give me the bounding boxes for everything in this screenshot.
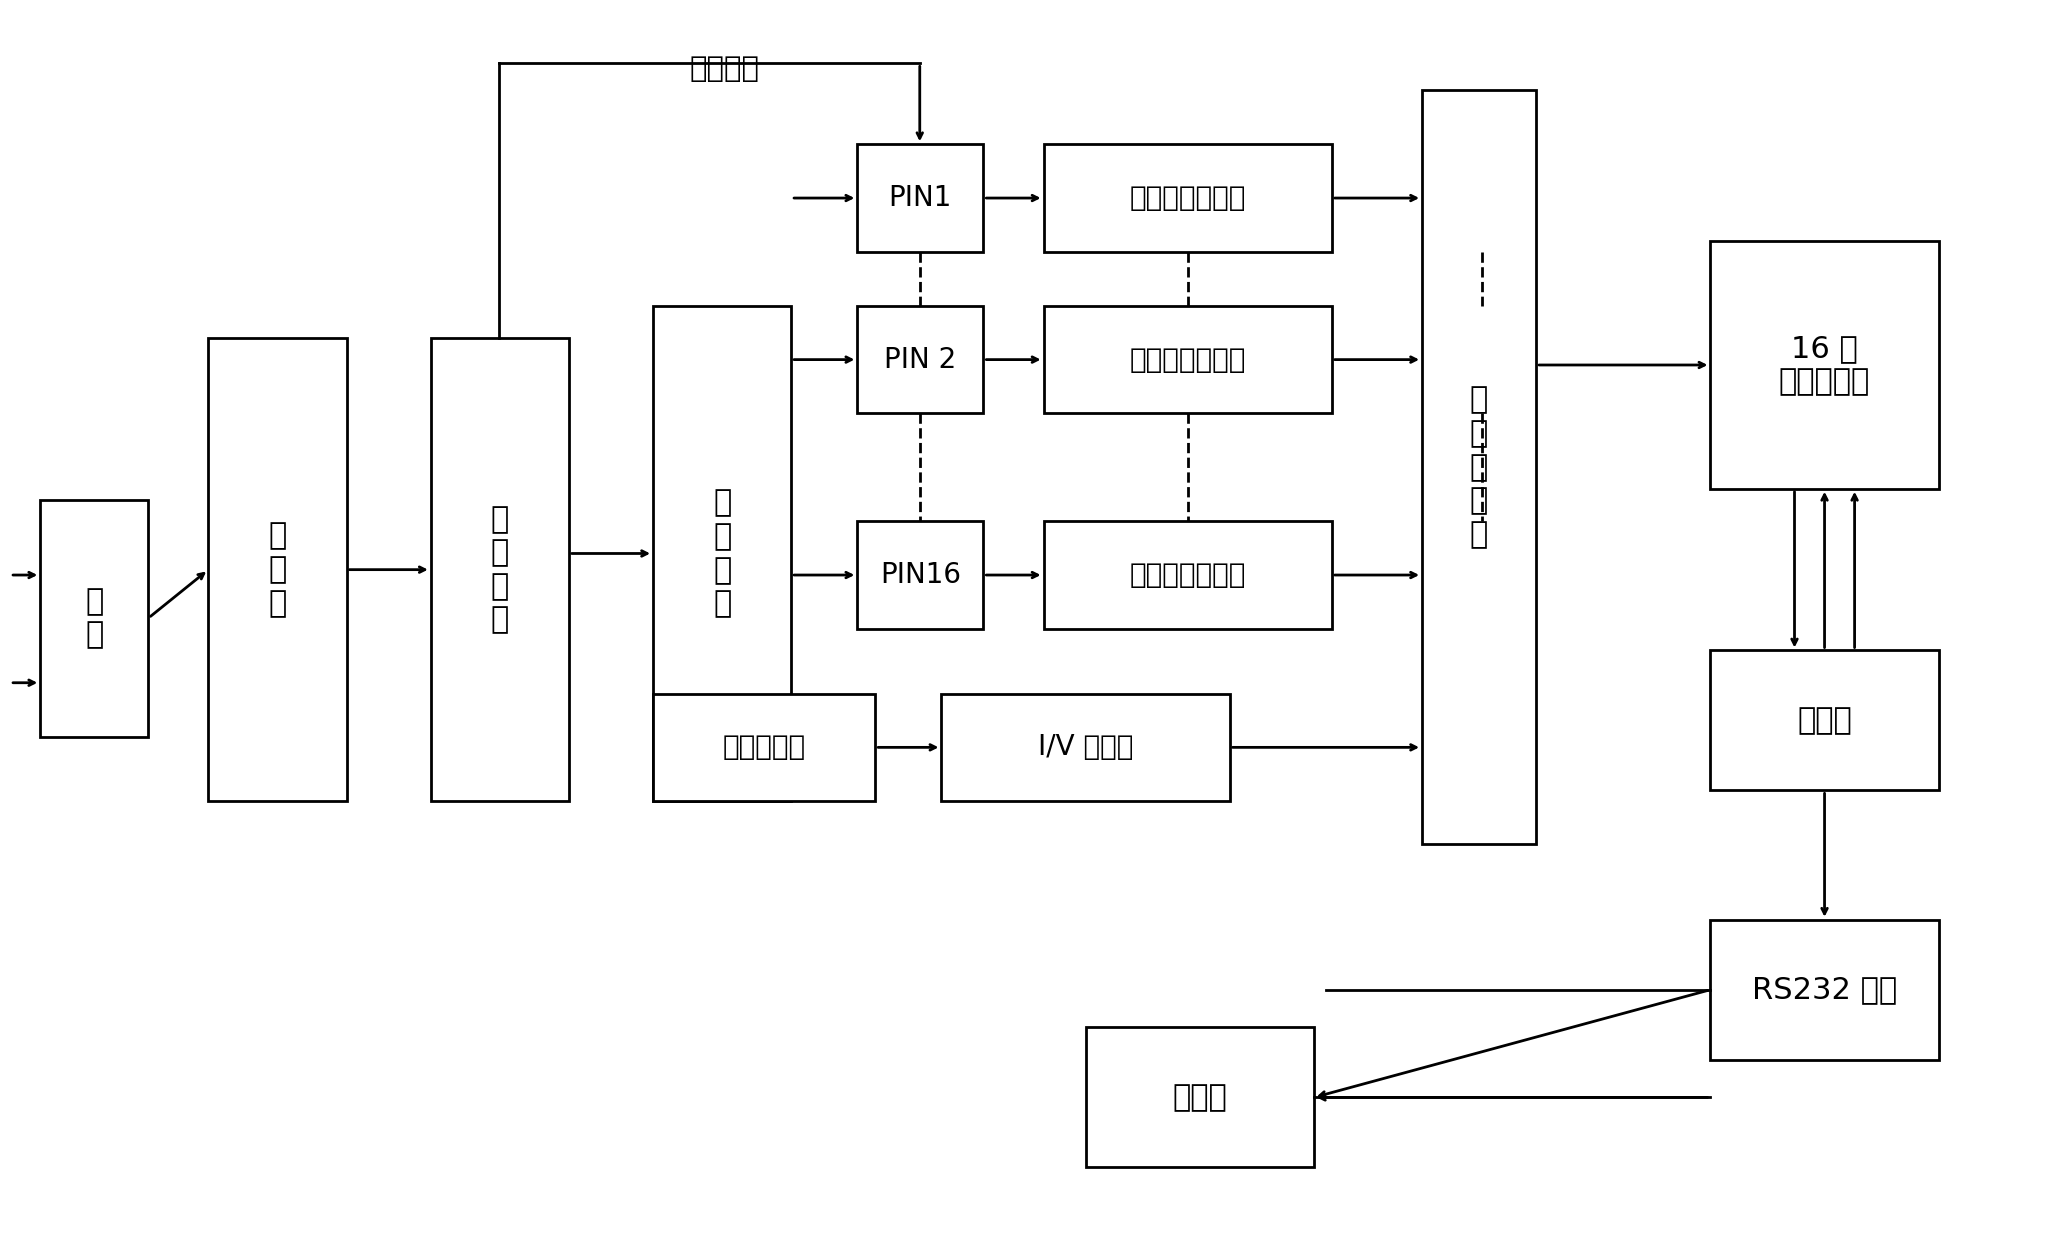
Bar (1085, 1028, 1315, 1167)
Text: 单片机: 单片机 (1797, 706, 1852, 734)
Text: PIN 2: PIN 2 (884, 345, 956, 374)
Bar (431, 338, 568, 802)
Text: 16 位
模数变换器: 16 位 模数变换器 (1778, 334, 1871, 397)
Bar (1044, 306, 1331, 414)
Bar (1711, 241, 1938, 489)
Text: 光
开
关: 光 开 关 (269, 521, 287, 617)
Text: PIN1: PIN1 (888, 185, 952, 212)
Text: 电
子
开
关
组: 电 子 开 关 组 (1471, 385, 1489, 549)
Text: I/V 变换器: I/V 变换器 (1038, 733, 1134, 762)
Bar (652, 693, 876, 802)
Text: PIN16: PIN16 (880, 561, 960, 589)
Text: 光
耦
合
器: 光 耦 合 器 (490, 505, 509, 635)
Text: 跨阻抗控放大器: 跨阻抗控放大器 (1130, 185, 1245, 212)
Text: 温度传感器: 温度传感器 (722, 733, 806, 762)
Bar (41, 500, 148, 737)
Bar (857, 306, 982, 414)
Bar (941, 693, 1231, 802)
Text: 计算机: 计算机 (1173, 1082, 1226, 1112)
Bar (1044, 521, 1331, 628)
Bar (1711, 920, 1938, 1060)
Bar (1044, 145, 1331, 252)
Text: RS232 接口: RS232 接口 (1752, 975, 1897, 1004)
Bar (857, 145, 982, 252)
Text: 参考光路: 参考光路 (689, 55, 759, 82)
Text: 待
测
样
品: 待 测 样 品 (714, 489, 732, 619)
Bar (1421, 90, 1536, 844)
Text: 跨阻抗控放大器: 跨阻抗控放大器 (1130, 345, 1245, 374)
Text: 跨阻抗控放大器: 跨阻抗控放大器 (1130, 561, 1245, 589)
Bar (857, 521, 982, 628)
Text: 光
源: 光 源 (86, 587, 103, 650)
Bar (652, 306, 792, 802)
Bar (209, 338, 347, 802)
Bar (1711, 651, 1938, 791)
